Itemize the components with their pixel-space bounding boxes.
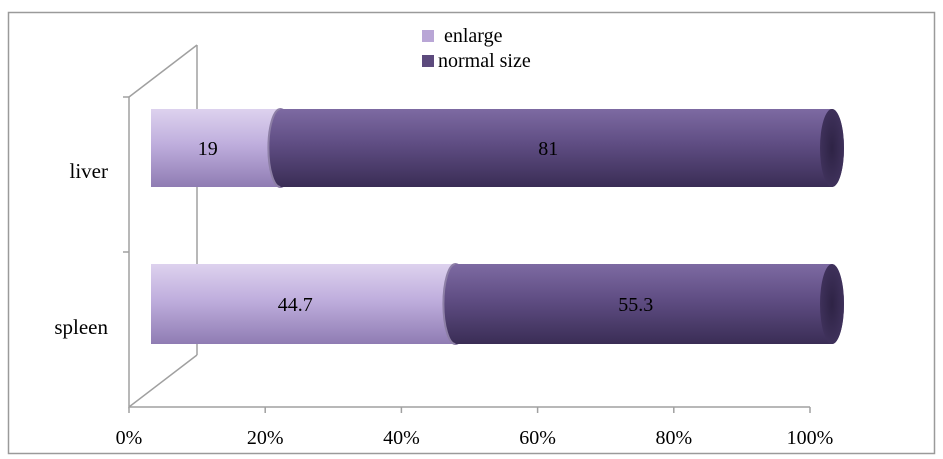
bar-segment-normal-size-liver [280,109,844,187]
data-label: 19 [198,138,218,160]
x-tick-label: 20% [247,427,284,449]
bar-segment-normal-size-spleen [455,264,844,344]
data-label: 55.3 [618,294,653,316]
bar-segment-enlarge-spleen [151,264,468,344]
x-tick-label: 100% [787,427,834,449]
bar-segment-enlarge-liver [151,109,293,187]
category-label-spleen: spleen [54,315,108,339]
x-tick-label: 40% [383,427,420,449]
legend-label-enlarge: enlarge [444,25,503,47]
bar-end-cap-spleen [820,264,844,344]
data-label: 81 [538,138,558,160]
axis-ticks [123,96,811,413]
category-label-liver: liver [70,159,108,183]
x-tick-label: 60% [519,427,556,449]
x-tick-label: 80% [655,427,692,449]
labels-group: 0% 20% 40% 60% 80% 100% 19 81 liver 44.7 55.3 splee… [54,138,833,449]
legend: enlarge normal size [422,25,531,72]
x-tick-label: 0% [116,427,143,449]
legend-swatch-normal-size [422,55,434,67]
data-label: 44.7 [278,294,313,316]
legend-swatch-enlarge [422,30,434,42]
bar-end-cap-liver [820,109,844,187]
wall-top-edge [128,44,198,98]
bars-group [151,108,844,345]
legend-label-normal-size: normal size [438,50,531,72]
chart-border [7,11,936,455]
